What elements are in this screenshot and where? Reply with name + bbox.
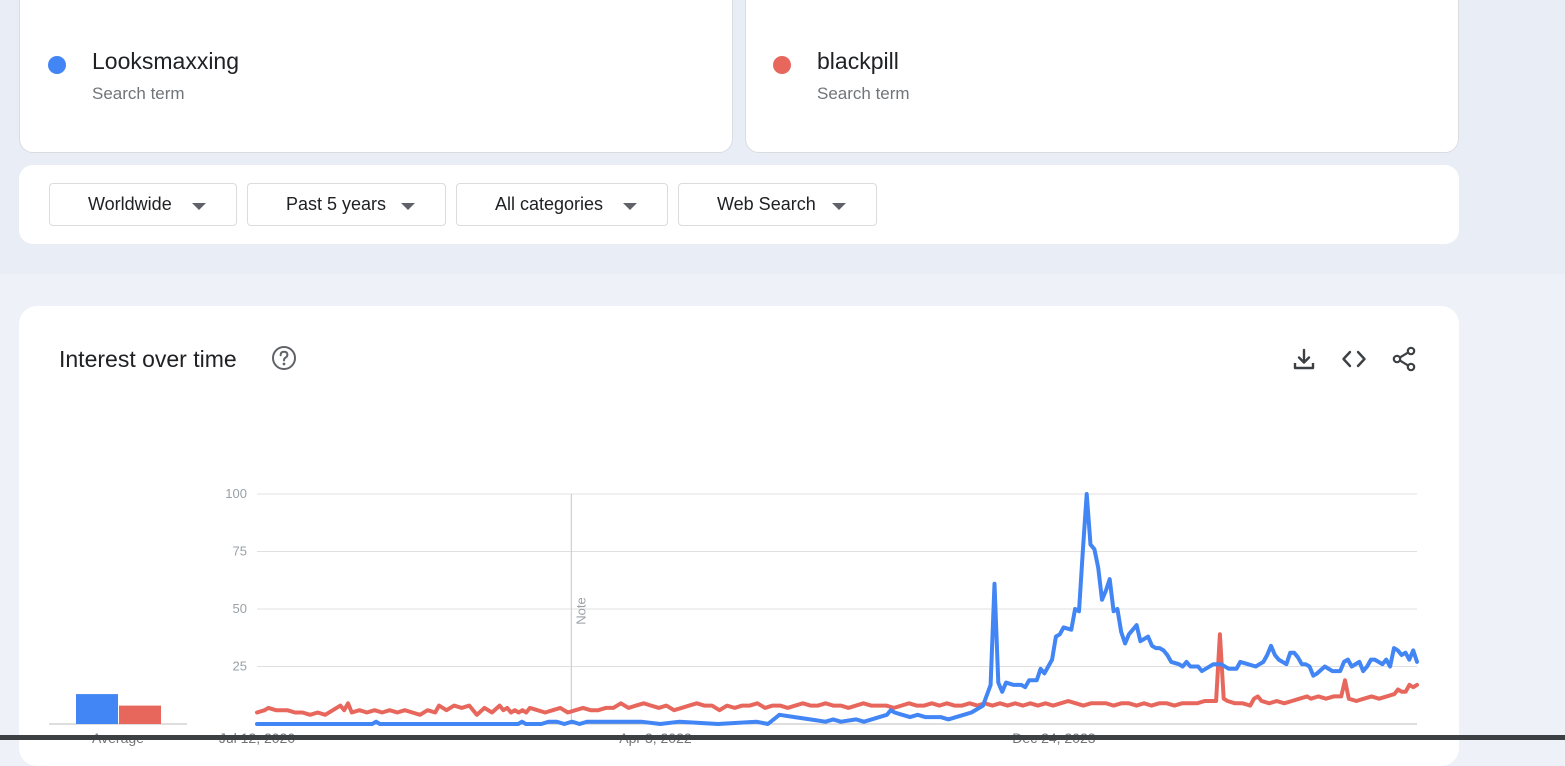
download-icon[interactable] bbox=[1291, 346, 1317, 372]
caret-down-icon bbox=[192, 203, 206, 210]
time-range-filter-dropdown[interactable]: Past 5 years bbox=[247, 183, 446, 226]
interest-chart[interactable]: 255075100NoteJul 12, 2020Apr 3, 2022Dec … bbox=[19, 306, 1459, 766]
series-line-blackpill bbox=[255, 632, 1419, 717]
share-icon[interactable] bbox=[1391, 346, 1417, 372]
y-tick-label: 100 bbox=[225, 486, 247, 501]
term-card-blackpill[interactable]: blackpill Search term bbox=[745, 0, 1459, 153]
average-bar-looksmaxxing bbox=[76, 694, 118, 724]
caret-down-icon bbox=[623, 203, 637, 210]
card-title: Interest over time bbox=[59, 346, 237, 372]
embed-code-icon[interactable] bbox=[1341, 346, 1367, 372]
filter-bar: Worldwide Past 5 years All categories We… bbox=[19, 165, 1459, 244]
term-subtitle: Search term bbox=[92, 84, 185, 103]
region-filter-dropdown[interactable]: Worldwide bbox=[49, 183, 237, 226]
term-color-dot bbox=[48, 56, 66, 74]
help-icon[interactable] bbox=[271, 345, 297, 371]
filter-label: Web Search bbox=[717, 194, 816, 214]
term-card-looksmaxxing[interactable]: Looksmaxxing Search term bbox=[19, 0, 733, 153]
filter-label: Past 5 years bbox=[286, 194, 387, 214]
filter-label: Worldwide bbox=[88, 194, 172, 214]
average-bar-blackpill bbox=[119, 705, 161, 724]
y-tick-label: 75 bbox=[233, 544, 247, 559]
filter-label: All categories bbox=[495, 194, 604, 214]
term-name[interactable]: blackpill bbox=[817, 48, 899, 74]
series-line-looksmaxxing bbox=[255, 492, 1419, 726]
caret-down-icon bbox=[401, 203, 415, 210]
window-bottom-edge bbox=[0, 735, 1565, 740]
term-subtitle: Search term bbox=[817, 84, 910, 103]
note-label: Note bbox=[573, 597, 588, 624]
caret-down-icon bbox=[832, 203, 846, 210]
term-color-dot bbox=[773, 56, 791, 74]
y-tick-label: 50 bbox=[233, 601, 247, 616]
term-name[interactable]: Looksmaxxing bbox=[92, 48, 240, 74]
search-type-filter-dropdown[interactable]: Web Search bbox=[678, 183, 877, 226]
y-tick-label: 25 bbox=[233, 659, 247, 674]
category-filter-dropdown[interactable]: All categories bbox=[456, 183, 668, 226]
interest-over-time-card: Interest over time 255075100NoteJul 12, … bbox=[19, 306, 1459, 766]
